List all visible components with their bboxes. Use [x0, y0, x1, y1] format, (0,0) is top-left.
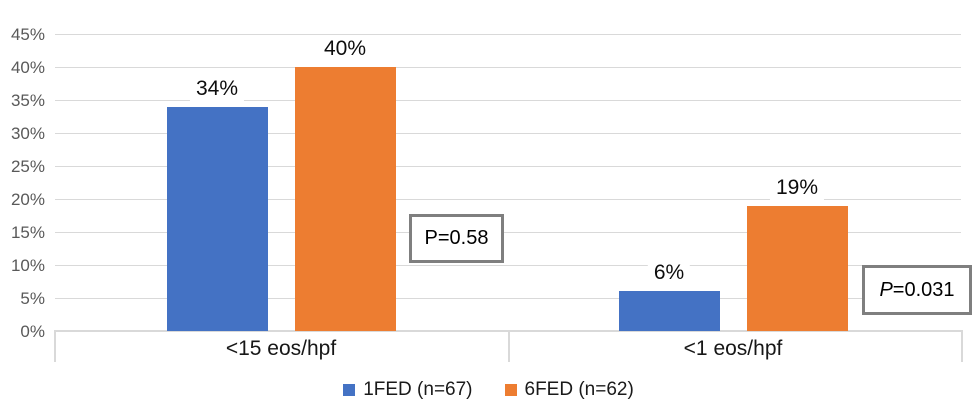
p-value-box: P =0.031	[862, 265, 972, 315]
x-axis-tick-mark	[508, 330, 510, 362]
p-value-prefix: P	[879, 278, 893, 301]
legend-swatch-6fed	[504, 384, 517, 396]
y-axis-tick-label: 35%	[10, 91, 45, 110]
p-value-prefix: P	[424, 227, 438, 249]
x-axis-tick-mark	[54, 330, 56, 362]
bar-value-label: 19%	[769, 174, 825, 200]
bar-6fed-1	[294, 67, 396, 331]
bar-value-label: 34%	[189, 75, 245, 101]
bar-1fed-2	[618, 291, 720, 331]
bar-value-label: 40%	[317, 36, 373, 62]
y-axis-tick-label: 45%	[10, 25, 45, 44]
p-value-text: =0.58	[437, 227, 489, 249]
y-axis-tick-label: 40%	[10, 58, 45, 77]
category-label: <15 eos/hpf	[225, 337, 337, 360]
y-axis-tick-label: 20%	[10, 190, 45, 209]
x-axis-tick-mark	[961, 330, 963, 362]
legend-item-6fed: 6FED (n=62)	[504, 379, 634, 401]
gridline	[55, 265, 961, 266]
y-axis-tick-label: 0%	[20, 322, 45, 341]
gridline	[55, 232, 961, 233]
gridline	[55, 199, 961, 200]
bar-1fed-1	[166, 106, 268, 331]
category-label: <1 eos/hpf	[683, 337, 783, 360]
bar-value-label: 6%	[647, 260, 691, 286]
y-axis-tick-label: 10%	[10, 256, 45, 275]
p-value-text: =0.031	[892, 278, 955, 301]
y-axis-tick-label: 15%	[10, 223, 45, 242]
legend-swatch-1fed	[343, 384, 356, 396]
p-value-box: P =0.58	[409, 214, 504, 263]
y-axis-tick-label: 30%	[10, 124, 45, 143]
bar-6fed-2	[746, 205, 848, 331]
gridline	[55, 67, 961, 68]
gridline	[55, 34, 961, 35]
gridline	[55, 298, 961, 299]
legend-item-1fed: 1FED (n=67)	[343, 379, 473, 401]
gridline	[55, 166, 961, 167]
gridline	[55, 133, 961, 134]
legend-label: 6FED (n=62)	[524, 379, 634, 400]
gridline	[55, 100, 961, 101]
legend-label: 1FED (n=67)	[363, 379, 473, 400]
y-axis-tick-label: 25%	[10, 157, 45, 176]
chart-legend: 1FED (n=67) 6FED (n=62)	[0, 379, 977, 401]
y-axis-tick-label: 5%	[20, 289, 45, 308]
